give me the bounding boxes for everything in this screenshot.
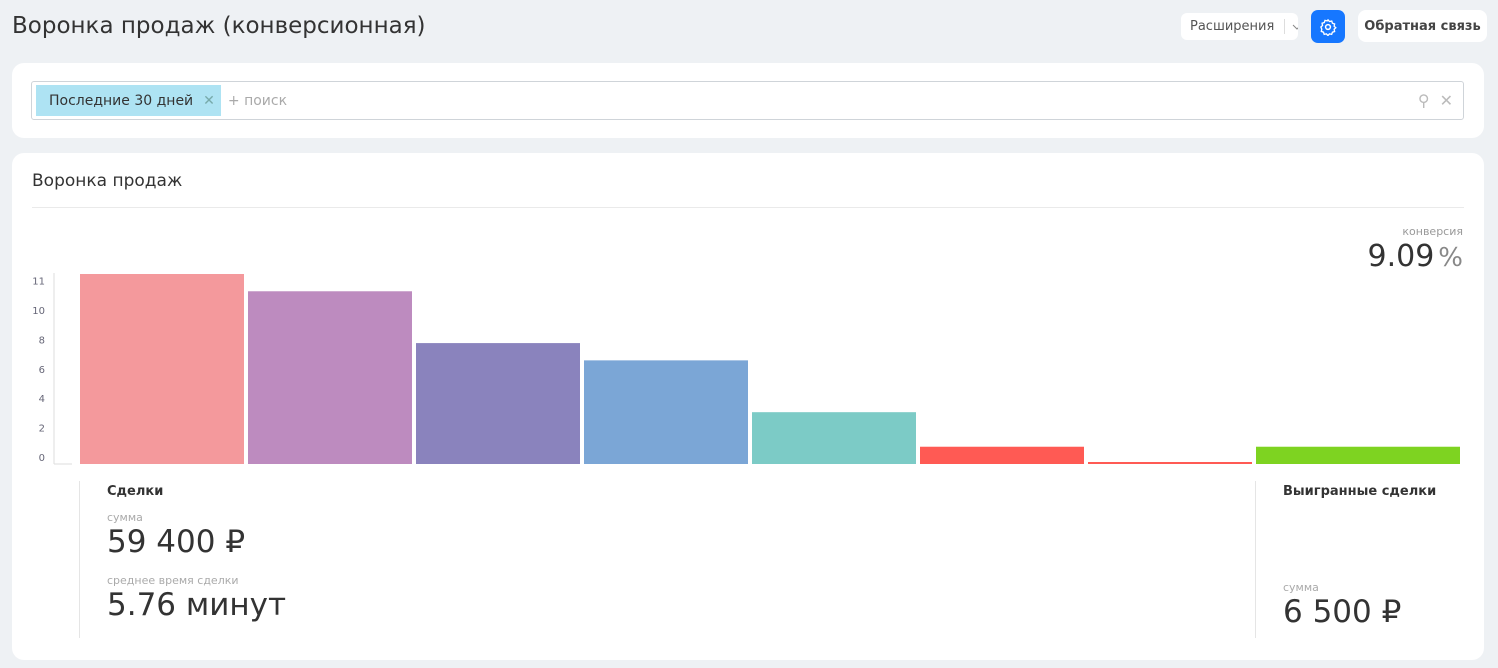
avg-time-label: среднее время сделки <box>107 574 239 587</box>
search-input[interactable]: + поиск <box>227 92 288 109</box>
funnel-panel: Воронка продаж конверсия 9.09% 0 2 4 6 8 10 11… <box>12 153 1484 660</box>
deals-section: Сделки сумма 59 400 ₽ среднее время сдел… <box>79 481 1179 638</box>
filter-chip-label: Последние 30 дней <box>49 92 194 109</box>
deals-sum-label: сумма <box>107 511 143 524</box>
won-sum-label: сумма <box>1283 581 1319 594</box>
won-title: Выигранные сделки <box>1283 484 1437 499</box>
funnel-bar[interactable] <box>1256 446 1460 464</box>
funnel-bar[interactable] <box>920 446 1084 464</box>
funnel-bar[interactable] <box>248 291 412 464</box>
page-title: Воронка продаж (конверсионная) <box>12 13 426 39</box>
funnel-bar[interactable] <box>1088 462 1252 464</box>
y-tick-label: 8 <box>39 335 45 346</box>
funnel-bar[interactable] <box>584 360 748 464</box>
deals-title: Сделки <box>107 484 164 499</box>
settings-button[interactable] <box>1311 10 1345 43</box>
won-sum-value: 6 500 ₽ <box>1283 594 1402 630</box>
funnel-bar[interactable] <box>416 343 580 464</box>
chip-close-icon[interactable]: ✕ <box>203 92 215 109</box>
panel-title: Воронка продаж <box>32 171 183 191</box>
y-tick-label: 4 <box>39 394 45 405</box>
clear-icon[interactable]: ✕ <box>1439 91 1453 110</box>
search-icon[interactable]: ⚲ <box>1417 91 1430 110</box>
y-tick-label: 2 <box>39 424 45 435</box>
extensions-dropdown[interactable]: Расширения <box>1181 13 1298 40</box>
gear-icon <box>1320 18 1337 36</box>
conversion-value: 9.09% <box>1367 239 1463 274</box>
y-tick-label: 11 <box>32 277 45 288</box>
feedback-button[interactable]: Обратная связь <box>1358 10 1487 42</box>
won-section: Выигранные сделки сумма 6 500 ₽ <box>1255 481 1455 638</box>
avg-time-value: 5.76 минут <box>107 587 287 623</box>
funnel-bar[interactable] <box>752 412 916 464</box>
deals-sum-value: 59 400 ₽ <box>107 524 246 560</box>
y-tick-label: 6 <box>39 365 45 376</box>
chevron-down-icon <box>1292 24 1298 30</box>
y-tick-label: 0 <box>39 453 45 464</box>
search-box[interactable]: Последние 30 дней ✕ + поиск ⚲ ✕ <box>31 81 1464 120</box>
filter-chip[interactable]: Последние 30 дней ✕ <box>36 85 221 116</box>
conversion-label: конверсия <box>1402 225 1463 238</box>
y-tick-label: 10 <box>32 306 45 317</box>
funnel-bar[interactable] <box>80 274 244 464</box>
funnel-chart: 0 2 4 6 8 10 11 <box>32 273 1460 465</box>
extensions-label: Расширения <box>1190 19 1275 34</box>
filter-panel: Последние 30 дней ✕ + поиск ⚲ ✕ <box>12 63 1484 138</box>
